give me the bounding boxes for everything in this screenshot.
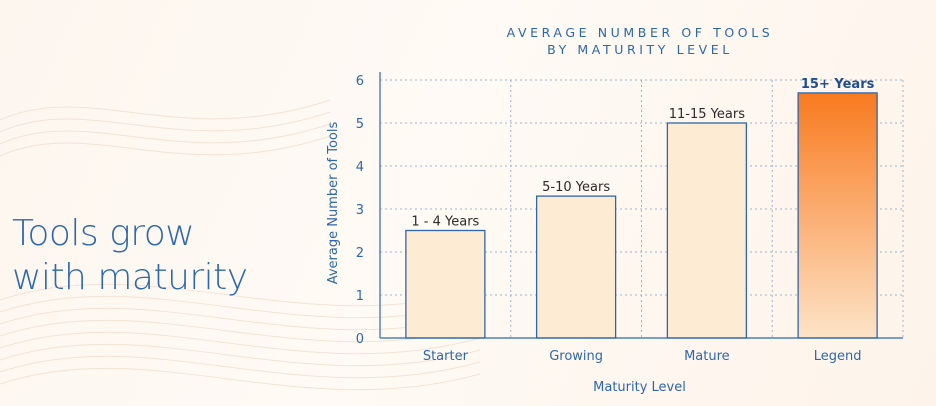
bar-label-starter: 1 - 4 Years — [411, 215, 479, 230]
y-axis-title: Average Number of Tools — [326, 121, 341, 284]
y-tick-label: 4 — [356, 160, 364, 175]
bar-mature — [666, 122, 748, 339]
x-tick-label-starter: Starter — [423, 349, 469, 364]
bar-label-legend: 15+ Years — [801, 77, 875, 92]
y-tick-label: 5 — [356, 117, 364, 132]
x-tick-label-legend: Legend — [814, 349, 862, 364]
x-axis-title: Maturity Level — [593, 380, 686, 395]
bar-growing — [535, 195, 617, 339]
bar-starter — [405, 229, 486, 339]
bar-legend — [797, 92, 878, 339]
chart-title-line-1: AVERAGE NUMBER OF TOOLS — [506, 25, 774, 40]
headline-line-2: with maturity — [12, 257, 248, 298]
x-tick-label-growing: Growing — [549, 349, 603, 364]
y-tick-label: 0 — [356, 332, 364, 347]
headline-line-1: Tools grow — [12, 213, 195, 254]
y-tick-label: 3 — [356, 203, 364, 218]
chart-title-line-2: BY MATURITY LEVEL — [547, 42, 733, 57]
y-tick-label: 6 — [356, 74, 364, 89]
bar-label-growing: 5-10 Years — [542, 180, 610, 195]
bar-label-mature: 11-15 Years — [669, 107, 745, 122]
y-tick-label: 1 — [356, 289, 364, 304]
x-tick-label-mature: Mature — [684, 349, 730, 364]
y-tick-label: 2 — [356, 246, 364, 261]
headline: Tools grow with maturity — [12, 212, 292, 300]
